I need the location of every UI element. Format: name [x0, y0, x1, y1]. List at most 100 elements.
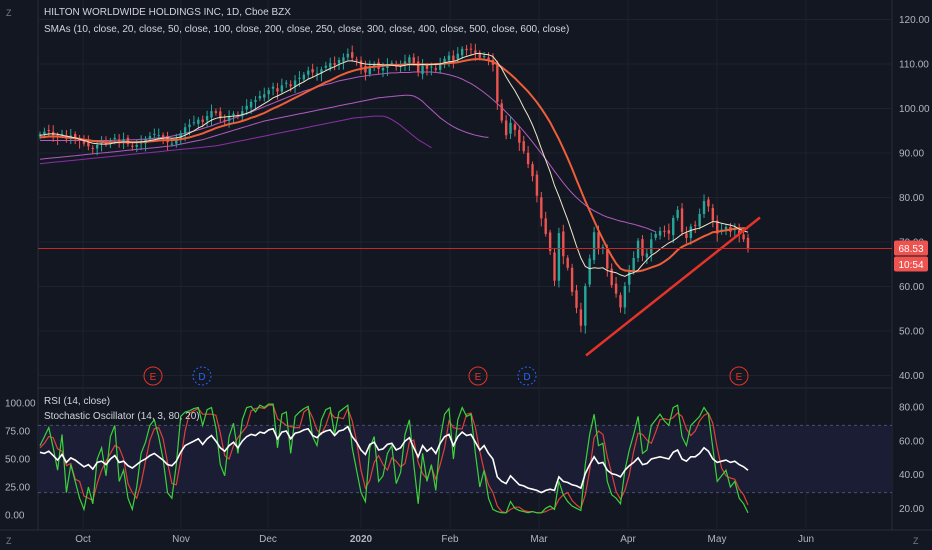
- candle-body: [175, 140, 178, 144]
- candle-body: [509, 122, 512, 134]
- candle-body: [553, 252, 556, 281]
- candle-body: [351, 52, 354, 58]
- trendline: [585, 216, 761, 357]
- candle-body: [403, 61, 407, 65]
- candle-body: [667, 230, 671, 234]
- candle-body: [592, 232, 596, 261]
- candle-body: [183, 127, 187, 135]
- candle-body: [355, 59, 358, 61]
- candle-body: [469, 48, 473, 50]
- candle-body: [513, 124, 517, 130]
- candle-body: [548, 232, 552, 251]
- candle-body: [456, 53, 459, 59]
- candle-body: [205, 116, 209, 121]
- candle-body: [91, 147, 94, 149]
- candle-body: [597, 232, 600, 250]
- candle-body: [672, 217, 675, 236]
- event-label-dividend: D: [523, 372, 530, 383]
- candle-body: [623, 286, 627, 308]
- candle-body: [535, 174, 539, 196]
- sma-long-a-line: [39, 94, 489, 160]
- candle-body: [122, 139, 125, 141]
- candle-body: [716, 220, 719, 234]
- candle-body: [566, 257, 569, 268]
- candle-body: [408, 57, 411, 63]
- price-tick-label: 100.00: [899, 104, 930, 115]
- candle-body: [588, 258, 591, 285]
- candle-body: [544, 218, 547, 234]
- candle-body: [232, 113, 235, 116]
- corner-bottom-left-icon[interactable]: Z: [6, 536, 12, 546]
- last-price-label: 68.53: [898, 244, 923, 255]
- candle-body: [192, 122, 196, 124]
- candle-body: [135, 144, 138, 147]
- event-marker-dividend: [192, 366, 212, 386]
- candle-body: [430, 66, 433, 68]
- candle-body: [271, 86, 275, 89]
- countdown-badge: [894, 256, 928, 272]
- candle-body: [707, 199, 710, 207]
- chart-title: HILTON WORLDWIDE HOLDINGS INC, 1D, Cboe …: [44, 7, 291, 18]
- candle-body: [276, 88, 279, 92]
- candle-body: [650, 239, 653, 254]
- price-pane: [38, 43, 892, 357]
- candle-body: [496, 63, 499, 102]
- candle-body: [390, 63, 394, 65]
- candle-body: [210, 111, 213, 118]
- event-label-earnings: E: [150, 372, 157, 383]
- price-tick-label: 40.00: [899, 371, 924, 382]
- time-tick-label: 2020: [350, 534, 373, 545]
- candle-body: [364, 66, 367, 73]
- candle-body: [698, 213, 701, 227]
- last-price-badge: [894, 240, 928, 256]
- candle-body: [434, 68, 437, 70]
- candle-body: [333, 63, 336, 65]
- candle-body: [438, 64, 442, 70]
- price-tick-label: 50.00: [899, 327, 924, 338]
- candle-body: [742, 234, 745, 240]
- countdown-label: 10:54: [898, 260, 923, 271]
- candle-body: [201, 119, 204, 122]
- candle-body: [43, 131, 46, 135]
- candle-body: [425, 65, 429, 69]
- candle-body: [518, 129, 521, 143]
- candle-body: [658, 230, 662, 236]
- rsi-tick-label: 25.00: [5, 483, 30, 494]
- corner-bottom-right-icon[interactable]: Z: [913, 536, 919, 546]
- sma10-line: [39, 52, 749, 277]
- candle-body: [702, 201, 706, 214]
- time-tick-label: Oct: [75, 534, 91, 545]
- candle-body: [663, 230, 666, 232]
- time-tick-label: Feb: [441, 534, 459, 545]
- price-tick-label: 80.00: [899, 193, 924, 204]
- candle-body: [680, 208, 684, 232]
- candle-body: [267, 90, 270, 95]
- time-tick-label: Mar: [530, 534, 548, 545]
- sma-long-b-line: [39, 115, 432, 165]
- candle-body: [447, 55, 451, 61]
- candle-body: [606, 248, 609, 269]
- event-marker-earnings: [729, 366, 749, 386]
- stoch-tick-label: 80.00: [899, 403, 924, 414]
- candle-body: [504, 120, 508, 136]
- candle-body: [131, 145, 134, 147]
- rsi-tick-label: 50.00: [5, 455, 30, 466]
- candle-body: [386, 64, 389, 69]
- corner-left-icon[interactable]: Z: [6, 8, 12, 18]
- time-tick-label: May: [708, 534, 727, 545]
- candle-body: [311, 69, 314, 73]
- event-label-earnings: E: [475, 372, 482, 383]
- price-tick-label: 60.00: [899, 282, 924, 293]
- candle-body: [416, 61, 420, 73]
- candle-body: [632, 258, 635, 273]
- candle-body: [711, 207, 715, 221]
- candle-body: [166, 135, 169, 143]
- candle-body: [443, 58, 446, 63]
- oscillator-pane: [38, 403, 892, 514]
- candle-body: [522, 141, 525, 152]
- candle-body: [157, 135, 160, 137]
- candle-body: [694, 224, 697, 226]
- stoch-legend: Stochastic Oscillator (14, 3, 80, 20): [44, 411, 200, 422]
